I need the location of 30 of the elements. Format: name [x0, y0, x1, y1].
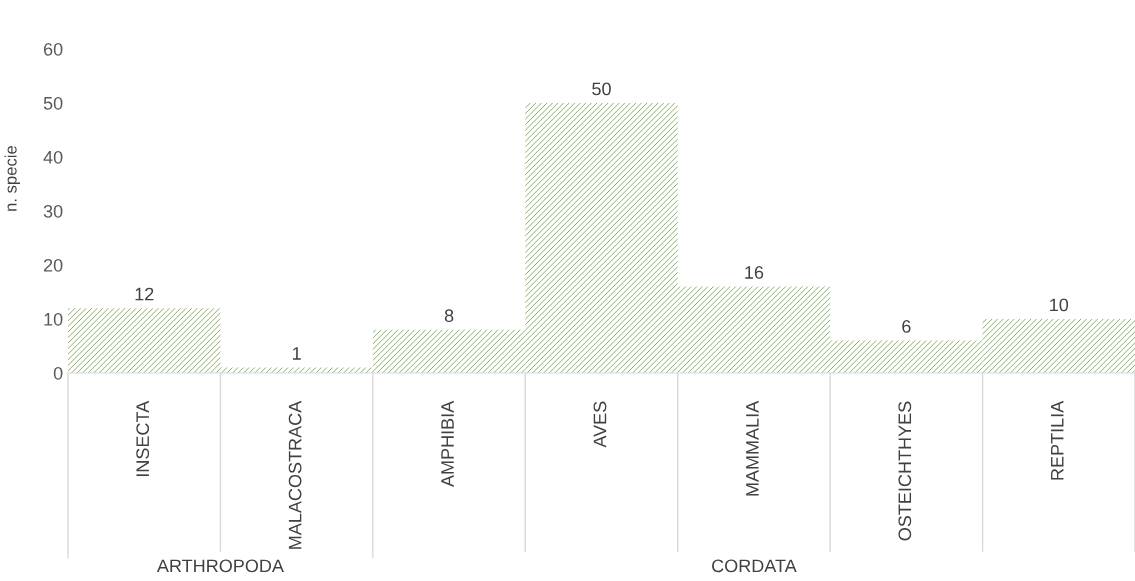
- data-label: 6: [902, 320, 911, 333]
- y-tick-label: 40: [43, 150, 63, 164]
- data-label: 16: [745, 266, 764, 279]
- y-tick-label: 50: [43, 96, 63, 110]
- data-label: 1: [293, 347, 301, 360]
- y-tick-label: 60: [43, 42, 63, 56]
- x-tick-label: MAMMALIA: [746, 400, 759, 496]
- y-tick-label: 20: [43, 258, 63, 272]
- data-label: 50: [592, 82, 611, 96]
- y-axis-title: n. specie: [4, 145, 20, 211]
- bar: [68, 308, 221, 373]
- x-tick-label: AVES: [593, 401, 607, 448]
- bar: [525, 103, 678, 373]
- text: ARTHROPODA: [156, 559, 284, 573]
- data-label: 8: [444, 309, 454, 323]
- x-tick-label: REPTILIA: [1051, 400, 1064, 480]
- bar: [830, 340, 983, 373]
- y-tick-label: 30: [43, 204, 63, 218]
- bar: [372, 329, 526, 373]
- x-tick-label: AMPHIBIA: [441, 400, 454, 488]
- x-tick-label: OSTEICHTHYES: [898, 401, 912, 541]
- x-tick-label: MALACOSTRACA: [288, 400, 302, 549]
- text: CORDATA: [712, 559, 797, 573]
- bar: [982, 319, 1135, 373]
- y-tick-label: 0: [53, 366, 63, 380]
- x-tick-label: INSECTA: [136, 400, 150, 477]
- y-tick-label: 10: [44, 312, 63, 326]
- data-label: 10: [1050, 298, 1069, 312]
- data-label: 12: [135, 287, 154, 301]
- bar: [677, 286, 831, 373]
